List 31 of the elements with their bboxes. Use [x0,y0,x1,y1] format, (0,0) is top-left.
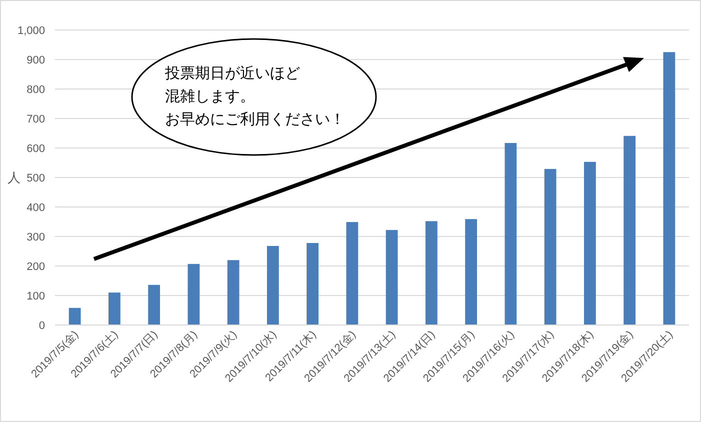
y-tick-label: 700 [26,113,45,126]
y-tick-label: 800 [26,84,45,96]
bar [465,219,478,325]
bar [624,136,636,325]
annotation: お早めにご利用ください！ [165,111,345,128]
bar [346,222,358,325]
bar [425,221,438,325]
y-tick-label: 500 [26,172,45,184]
y-tick-label: 400 [26,202,45,214]
bar [108,292,120,325]
y-axis-title: 人 [8,170,20,186]
y-tick-label: 200 [26,260,45,273]
bar [68,308,81,325]
bar [148,284,160,325]
bar [306,242,319,325]
y-tick-label: 900 [26,54,45,66]
bar [188,264,200,325]
y-tick-label: 300 [26,231,45,244]
bar [663,52,676,325]
bar [504,142,517,325]
y-tick-label: 600 [26,142,45,155]
annotation: 混雑します。 [165,88,255,105]
y-tick-label: 100 [26,290,45,302]
bar [386,230,398,325]
bar [544,168,556,325]
bar [584,162,596,325]
annotation: 投票期日が近いほど [164,65,300,82]
bar [227,260,240,325]
y-tick-label: 1,000 [17,24,45,37]
y-tick-label: 0 [38,320,45,332]
bar [266,246,279,325]
